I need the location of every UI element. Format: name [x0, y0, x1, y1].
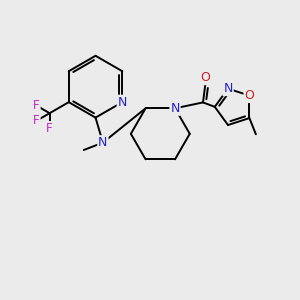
- Text: N: N: [118, 96, 127, 109]
- Text: F: F: [33, 114, 40, 127]
- Text: F: F: [33, 99, 40, 112]
- Text: F: F: [46, 122, 53, 135]
- Text: O: O: [200, 71, 210, 84]
- Text: N: N: [98, 136, 108, 149]
- Text: N: N: [170, 102, 180, 115]
- Text: N: N: [223, 82, 233, 95]
- Text: O: O: [244, 89, 254, 102]
